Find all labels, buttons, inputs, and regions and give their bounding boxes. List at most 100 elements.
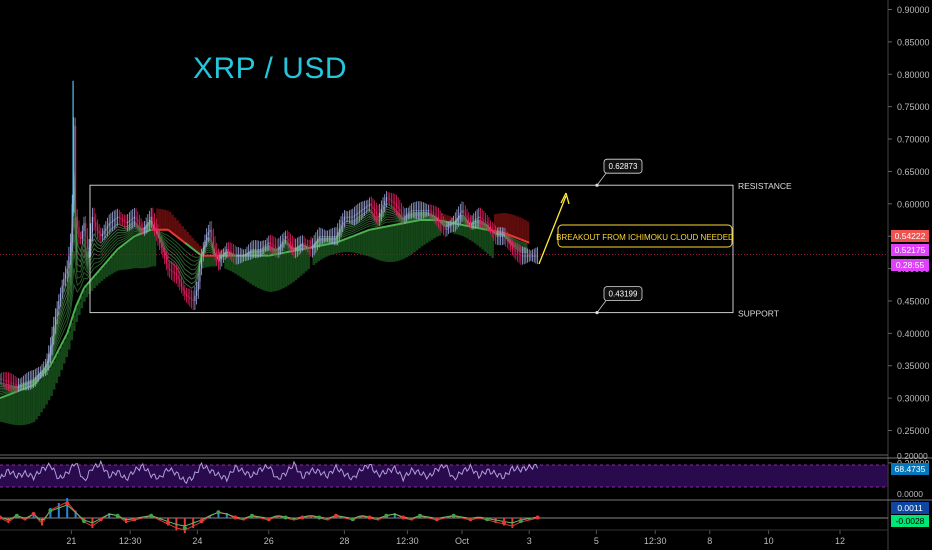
cloud-segment	[398, 224, 401, 261]
candle-body	[407, 212, 409, 215]
macd-cross-dot	[98, 517, 103, 522]
candle-body	[172, 271, 174, 273]
candle-body	[271, 243, 273, 246]
baseline-segment	[49, 332, 69, 367]
cloud-segment	[226, 255, 230, 270]
candle-body	[313, 243, 315, 247]
cloud-segment	[178, 223, 182, 240]
candle-body	[219, 259, 221, 263]
cloud-segment	[509, 214, 512, 236]
candle-body	[335, 236, 337, 237]
candle-body	[14, 383, 16, 385]
macd-cross-dot	[485, 517, 490, 522]
cloud-segment	[100, 268, 104, 281]
candle-body	[209, 229, 211, 233]
cloud-segment	[236, 255, 240, 276]
cloud-segment	[420, 220, 424, 247]
candle-body	[261, 247, 263, 250]
cloud-segment	[191, 237, 195, 249]
candle-body	[273, 245, 275, 247]
candle-body	[81, 231, 83, 239]
candle-body	[90, 232, 92, 248]
cloud-segment	[30, 386, 33, 424]
candle-body	[254, 249, 256, 250]
cloud-segment	[241, 255, 245, 279]
cloud-segment	[20, 390, 23, 426]
candle-body	[427, 210, 429, 212]
candle-body	[479, 216, 482, 219]
candle-body	[195, 290, 198, 296]
candle-body	[394, 202, 396, 204]
candle-body	[244, 254, 246, 256]
candle-body	[266, 243, 268, 246]
candle-body	[537, 255, 539, 257]
cloud-segment	[55, 356, 58, 384]
cloud-segment	[408, 222, 411, 256]
cloud-segment	[219, 249, 222, 257]
candle-body	[58, 300, 60, 309]
x-tick-label: 28	[339, 536, 349, 546]
candle-body	[279, 243, 282, 247]
breakout-arrow-head	[560, 192, 570, 205]
resistance-callout-leader	[596, 172, 607, 186]
cloud-segment	[7, 395, 11, 424]
baseline-segment	[83, 267, 102, 289]
candle-body	[159, 237, 161, 243]
x-tick-label: 10	[764, 536, 774, 546]
candle-body	[249, 250, 251, 252]
cloud-segment	[496, 213, 499, 233]
baseline-segment	[520, 238, 530, 244]
cloud-segment	[365, 231, 368, 256]
cloud-segment	[158, 208, 162, 231]
cloud-segment	[163, 209, 167, 231]
macd-cross-dot	[266, 517, 271, 522]
candle-body	[106, 225, 109, 229]
candle-body	[234, 254, 236, 256]
candle-body	[27, 380, 30, 382]
candle-body	[531, 255, 534, 257]
candle-body	[243, 255, 245, 257]
candle-body	[424, 210, 426, 212]
candle-body	[495, 233, 497, 237]
candle-body	[259, 249, 261, 250]
cloud-segment	[451, 216, 454, 224]
candle-body	[148, 219, 151, 222]
cloud-segment	[189, 235, 192, 247]
cloud-segment	[385, 226, 389, 262]
cloud-segment	[468, 226, 472, 240]
candle-body	[66, 268, 68, 274]
baseline-segment	[319, 241, 337, 247]
macd-bar	[74, 510, 77, 518]
candle-body	[303, 242, 305, 244]
candle-body	[421, 210, 423, 212]
candle-body	[201, 255, 203, 269]
cloud-segment	[128, 240, 132, 270]
candle-body	[103, 231, 105, 234]
candle-body	[372, 206, 374, 209]
candle-body	[153, 221, 156, 228]
cloud-segment	[463, 225, 467, 238]
cloud-segment	[32, 385, 36, 423]
candle-body	[207, 232, 209, 235]
cloud-segment	[504, 213, 507, 234]
candle-body	[138, 221, 141, 225]
baseline-segment	[116, 235, 136, 250]
candle-body	[98, 231, 100, 234]
cloud-segment	[196, 243, 200, 253]
cloud-segment	[453, 223, 457, 234]
candle-body	[224, 251, 226, 255]
macd-bar	[393, 513, 396, 518]
candle-body	[69, 242, 72, 256]
cloud-segment	[115, 251, 119, 272]
candle-body	[86, 236, 88, 250]
x-tick-label: Oct	[455, 536, 470, 546]
candle-body	[310, 247, 312, 250]
baseline-segment	[403, 219, 421, 225]
macd-cross-dot	[451, 513, 456, 518]
macd-bar	[158, 518, 161, 521]
cloud-segment	[25, 388, 28, 425]
candle-body	[463, 210, 465, 213]
candle-body	[321, 236, 324, 237]
candle-body	[24, 381, 26, 383]
